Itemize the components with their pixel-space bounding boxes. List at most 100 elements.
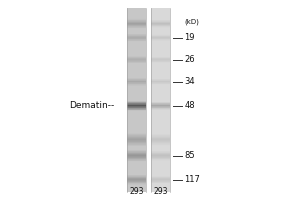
Bar bbox=[127, 115, 146, 116]
Bar bbox=[127, 179, 146, 180]
Bar bbox=[127, 117, 146, 118]
Bar bbox=[151, 32, 170, 33]
Bar bbox=[127, 40, 146, 41]
Bar bbox=[127, 37, 146, 38]
Bar bbox=[151, 178, 170, 179]
Bar bbox=[151, 163, 170, 164]
Bar bbox=[151, 66, 170, 67]
Bar bbox=[127, 148, 146, 149]
Bar bbox=[127, 74, 146, 75]
Bar bbox=[151, 12, 170, 13]
Bar bbox=[127, 134, 146, 135]
Bar bbox=[127, 104, 146, 105]
Bar bbox=[151, 176, 170, 177]
Bar bbox=[151, 90, 170, 91]
Bar bbox=[127, 127, 146, 128]
Bar bbox=[127, 48, 146, 49]
Bar bbox=[151, 48, 170, 49]
Bar bbox=[151, 153, 170, 154]
Bar bbox=[127, 29, 146, 30]
Bar bbox=[127, 155, 146, 156]
Bar bbox=[151, 116, 170, 117]
Bar bbox=[151, 80, 170, 81]
Bar bbox=[127, 160, 146, 161]
Bar bbox=[151, 166, 170, 167]
Bar bbox=[127, 10, 146, 11]
Bar bbox=[127, 93, 146, 94]
Bar bbox=[151, 87, 170, 88]
Bar bbox=[127, 184, 146, 185]
Bar bbox=[151, 141, 170, 142]
Bar bbox=[151, 176, 170, 177]
Bar bbox=[151, 17, 170, 18]
Bar bbox=[127, 161, 146, 162]
Bar bbox=[127, 102, 146, 103]
Bar bbox=[127, 65, 146, 66]
Bar bbox=[127, 136, 146, 137]
Bar bbox=[127, 168, 146, 169]
Bar bbox=[127, 35, 146, 36]
Bar bbox=[151, 59, 170, 60]
Bar bbox=[151, 81, 170, 82]
Bar bbox=[151, 89, 170, 90]
Bar bbox=[127, 15, 146, 16]
Bar bbox=[127, 86, 146, 87]
Bar bbox=[151, 126, 170, 127]
Bar bbox=[127, 52, 146, 53]
Bar bbox=[127, 166, 146, 167]
Bar bbox=[151, 114, 170, 115]
Bar bbox=[127, 56, 146, 57]
Bar bbox=[127, 28, 146, 29]
Bar bbox=[127, 99, 146, 100]
Bar bbox=[151, 78, 170, 79]
Bar bbox=[151, 117, 170, 118]
Bar bbox=[151, 67, 170, 68]
Bar bbox=[151, 35, 170, 36]
Bar bbox=[151, 45, 170, 46]
Bar bbox=[127, 79, 146, 80]
Bar bbox=[127, 131, 146, 132]
Bar bbox=[127, 27, 146, 28]
Bar bbox=[151, 185, 170, 186]
Bar bbox=[127, 59, 146, 60]
Bar bbox=[127, 27, 146, 28]
Bar bbox=[151, 85, 170, 86]
Bar bbox=[151, 71, 170, 72]
Bar bbox=[151, 173, 170, 174]
Bar bbox=[151, 188, 170, 189]
Bar bbox=[151, 31, 170, 32]
Bar bbox=[151, 61, 170, 62]
Bar bbox=[151, 29, 170, 30]
Bar bbox=[127, 174, 146, 175]
Bar bbox=[127, 100, 146, 101]
Bar bbox=[127, 59, 146, 60]
Bar bbox=[151, 76, 170, 77]
Bar bbox=[151, 56, 170, 57]
Bar bbox=[127, 18, 146, 19]
Bar bbox=[127, 115, 146, 116]
Bar bbox=[151, 11, 170, 12]
Bar bbox=[151, 88, 170, 89]
Bar bbox=[127, 46, 146, 47]
Bar bbox=[127, 40, 146, 41]
Bar bbox=[127, 78, 146, 79]
Bar bbox=[127, 172, 146, 173]
Bar bbox=[127, 26, 146, 27]
Bar bbox=[151, 168, 170, 169]
Bar bbox=[127, 36, 146, 37]
Bar bbox=[151, 49, 170, 50]
Bar bbox=[151, 179, 170, 180]
Bar bbox=[127, 128, 146, 129]
Bar bbox=[127, 160, 146, 161]
Bar bbox=[151, 177, 170, 178]
Bar bbox=[151, 101, 170, 102]
Bar bbox=[127, 136, 146, 137]
Bar bbox=[127, 187, 146, 188]
Bar bbox=[127, 120, 146, 121]
Bar bbox=[151, 184, 170, 185]
Bar bbox=[127, 32, 146, 33]
Bar bbox=[127, 189, 146, 190]
Bar bbox=[151, 136, 170, 137]
Bar bbox=[151, 115, 170, 116]
Bar bbox=[127, 124, 146, 125]
